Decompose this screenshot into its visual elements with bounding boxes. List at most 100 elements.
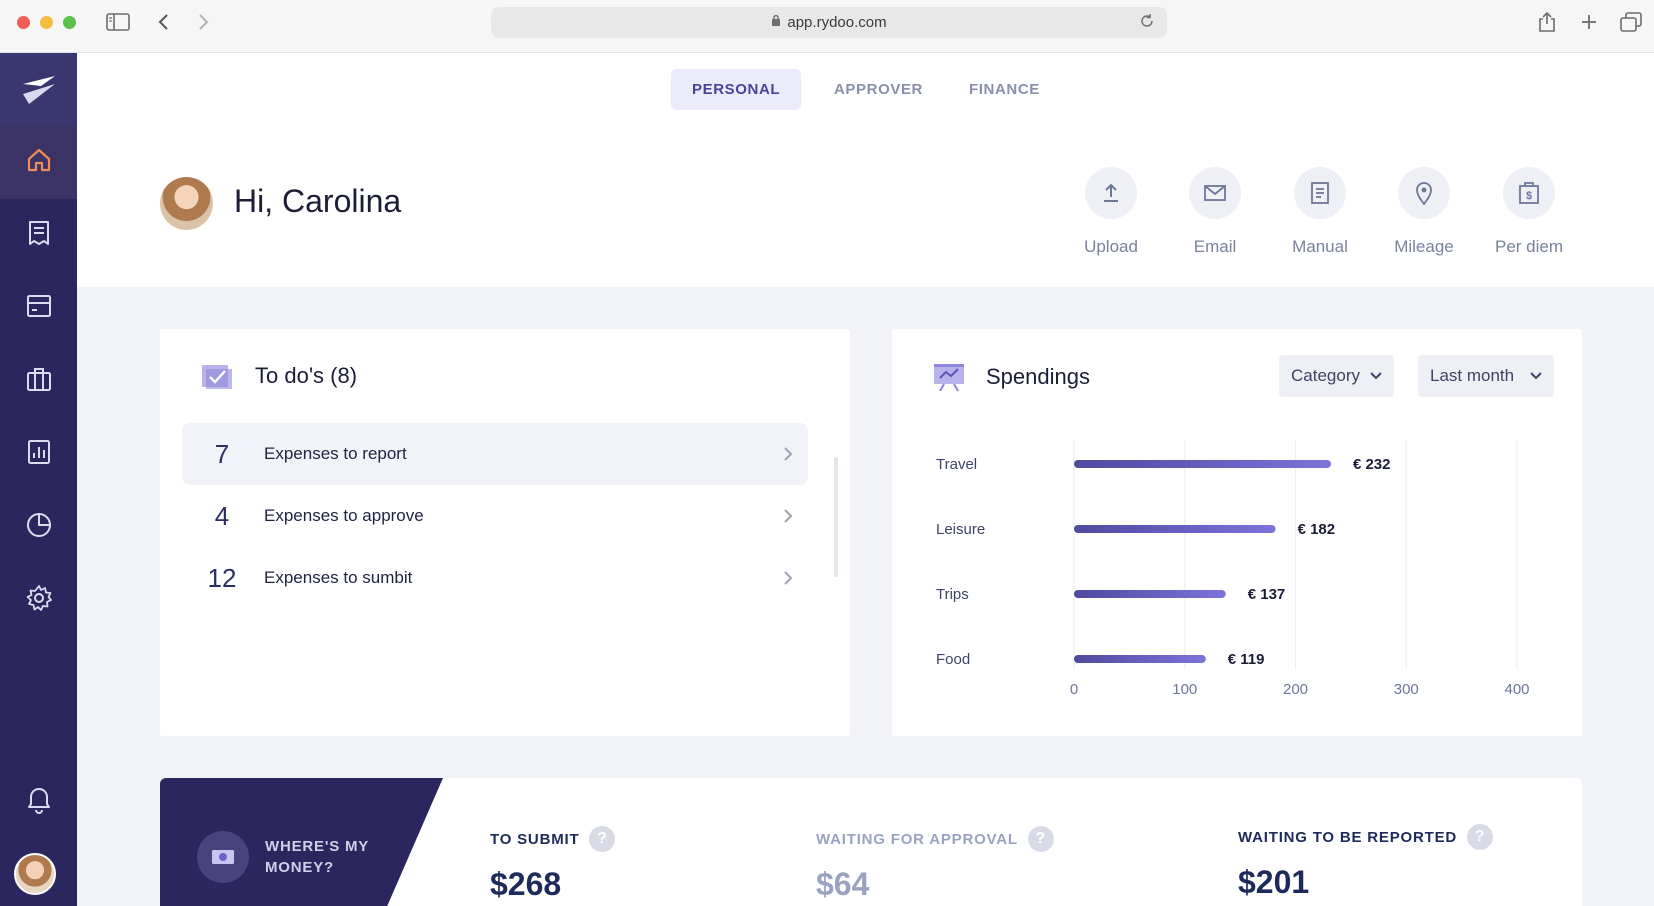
home-icon bbox=[25, 146, 53, 179]
stat-label: WAITING TO BE REPORTED bbox=[1238, 828, 1458, 846]
sidebar-item-settings[interactable] bbox=[0, 564, 77, 637]
chart-tick-label: 400 bbox=[1504, 681, 1529, 698]
chart-bar bbox=[1074, 525, 1276, 533]
browser-chrome: app.rydoo.com bbox=[0, 0, 1654, 53]
todo-count: 4 bbox=[214, 500, 230, 531]
svg-text:$: $ bbox=[1526, 190, 1532, 202]
period-dropdown[interactable]: Last month bbox=[1418, 355, 1555, 397]
todo-checklist-icon bbox=[200, 361, 234, 396]
address-bar[interactable]: app.rydoo.com bbox=[491, 7, 1167, 38]
stat-label: WAITING FOR APPROVAL bbox=[816, 830, 1018, 848]
chart-category-label: Trips bbox=[936, 586, 969, 603]
chart-category-label: Travel bbox=[936, 456, 977, 473]
spendings-chart: 0 100 200 300 400 Travel € 232 Leisure € 182 Trip… bbox=[936, 439, 1530, 698]
presentation-chart-icon bbox=[932, 361, 966, 398]
money-card: WHERE'S MY MONEY? TO SUBMIT? $268 WAITIN… bbox=[160, 778, 1582, 906]
sidebar-toggle-icon[interactable] bbox=[106, 10, 130, 34]
upload-icon bbox=[1085, 167, 1137, 219]
todo-label: Expenses to report bbox=[264, 444, 407, 463]
todos-card: To do's (8) 7 Expenses to report 4 Expen… bbox=[160, 329, 850, 736]
forward-icon[interactable] bbox=[198, 10, 210, 34]
user-avatar[interactable] bbox=[14, 853, 56, 895]
money-icon bbox=[197, 831, 249, 883]
avatar bbox=[160, 177, 213, 230]
todos-scrollbar[interactable] bbox=[834, 457, 838, 577]
todo-label: Expenses to approve bbox=[264, 506, 424, 525]
tab-overview-icon[interactable] bbox=[1620, 10, 1642, 34]
greeting-header: Hi, Carolina Upload Email Manual Mileage… bbox=[77, 127, 1654, 287]
tab-finance[interactable]: FINANCE bbox=[969, 81, 1040, 98]
manual-action[interactable]: Manual bbox=[1265, 167, 1375, 257]
upload-label: Upload bbox=[1084, 237, 1138, 256]
help-icon[interactable]: ? bbox=[1027, 826, 1054, 852]
chevron-down-icon bbox=[1530, 372, 1542, 380]
wheres-my-money-panel[interactable]: WHERE'S MY MONEY? bbox=[160, 778, 443, 906]
stat-value: $201 bbox=[1238, 864, 1310, 900]
back-icon[interactable] bbox=[157, 10, 169, 34]
chart-bar bbox=[1074, 655, 1206, 663]
sidebar-item-analytics[interactable] bbox=[0, 491, 77, 564]
maximize-window-button[interactable] bbox=[63, 16, 76, 29]
stat-waiting-approval: WAITING FOR APPROVAL? $64 bbox=[816, 826, 1054, 903]
spendings-title: Spendings bbox=[986, 364, 1090, 389]
card-icon bbox=[25, 293, 53, 324]
chart-data-label: € 182 bbox=[1298, 521, 1336, 538]
new-tab-icon[interactable] bbox=[1580, 10, 1598, 34]
chart-bar bbox=[1074, 590, 1226, 598]
sidebar-item-home[interactable] bbox=[0, 126, 77, 199]
reload-icon[interactable] bbox=[1139, 13, 1155, 33]
email-label: Email bbox=[1193, 237, 1237, 256]
period-dropdown-value: Last month bbox=[1430, 366, 1515, 385]
chevron-down-icon bbox=[1370, 372, 1382, 380]
chart-tick-label: 300 bbox=[1394, 681, 1419, 698]
chart-category-label: Food bbox=[936, 651, 970, 668]
todo-row-submit[interactable]: 12 Expenses to sumbit bbox=[182, 547, 808, 609]
minimize-window-button[interactable] bbox=[40, 16, 53, 29]
url-text: app.rydoo.com bbox=[787, 14, 887, 31]
mileage-label: Mileage bbox=[1394, 237, 1454, 256]
close-window-button[interactable] bbox=[17, 16, 30, 29]
sidebar bbox=[0, 53, 77, 906]
manual-label: Manual bbox=[1292, 237, 1348, 256]
todo-row-approve[interactable]: 4 Expenses to approve bbox=[182, 485, 808, 547]
stat-to-submit: TO SUBMIT? $268 bbox=[490, 826, 616, 903]
upload-action[interactable]: Upload bbox=[1056, 167, 1166, 257]
todo-label: Expenses to sumbit bbox=[264, 568, 413, 587]
sidebar-item-travel[interactable] bbox=[0, 345, 77, 418]
sidebar-item-expenses[interactable] bbox=[0, 199, 77, 272]
chart-data-label: € 119 bbox=[1228, 651, 1265, 668]
share-icon[interactable] bbox=[1538, 10, 1556, 34]
mileage-action[interactable]: Mileage bbox=[1369, 167, 1479, 257]
analytics-pie-icon bbox=[25, 511, 53, 544]
stat-waiting-reported: WAITING TO BE REPORTED? $201 bbox=[1238, 824, 1494, 901]
help-icon[interactable]: ? bbox=[1467, 824, 1494, 850]
stat-label: TO SUBMIT bbox=[490, 830, 580, 848]
per-diem-label: Per diem bbox=[1494, 237, 1564, 256]
chart-data-label: € 137 bbox=[1248, 586, 1286, 603]
stat-value: $268 bbox=[490, 866, 562, 902]
settings-icon bbox=[25, 584, 53, 617]
wheres-my-money-label: WHERE'S MY MONEY? bbox=[265, 838, 369, 876]
chart-tick-label: 200 bbox=[1283, 681, 1308, 698]
sidebar-item-cards[interactable] bbox=[0, 272, 77, 345]
rydoo-logo[interactable] bbox=[0, 53, 77, 126]
tab-personal[interactable]: PERSONAL bbox=[671, 69, 802, 110]
chart-tick-label: 0 bbox=[1070, 681, 1078, 698]
stat-value: $64 bbox=[816, 866, 870, 902]
per-diem-icon: $ bbox=[1503, 167, 1555, 219]
category-dropdown[interactable]: Category bbox=[1279, 355, 1394, 397]
page-title: Hi, Carolina bbox=[234, 183, 402, 219]
spendings-card: Spendings Category Last month 0 100 200 300… bbox=[892, 329, 1582, 736]
todo-row-report[interactable]: 7 Expenses to report bbox=[182, 423, 808, 485]
help-icon[interactable]: ? bbox=[589, 826, 616, 852]
tab-approver[interactable]: APPROVER bbox=[834, 81, 923, 98]
todos-title: To do's (8) bbox=[255, 363, 358, 388]
bell-icon bbox=[25, 784, 53, 819]
travel-bag-icon bbox=[25, 365, 53, 398]
email-action[interactable]: Email bbox=[1160, 167, 1270, 257]
chevron-right-icon bbox=[768, 508, 808, 524]
per-diem-action[interactable]: $ Per diem bbox=[1474, 167, 1584, 257]
email-icon bbox=[1189, 167, 1241, 219]
sidebar-item-notifications[interactable] bbox=[0, 765, 77, 838]
sidebar-item-reports[interactable] bbox=[0, 418, 77, 491]
